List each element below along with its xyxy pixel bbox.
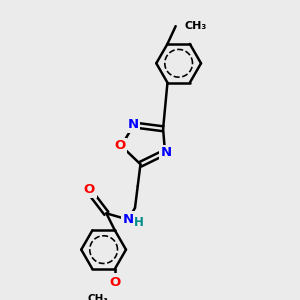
- Text: CH₃: CH₃: [184, 21, 207, 31]
- Text: O: O: [83, 183, 95, 196]
- Text: O: O: [109, 276, 120, 289]
- Text: N: N: [128, 118, 139, 131]
- Text: H: H: [134, 216, 143, 230]
- Text: N: N: [123, 213, 134, 226]
- Text: N: N: [161, 146, 172, 159]
- Text: O: O: [114, 140, 126, 152]
- Text: CH₃: CH₃: [88, 294, 109, 300]
